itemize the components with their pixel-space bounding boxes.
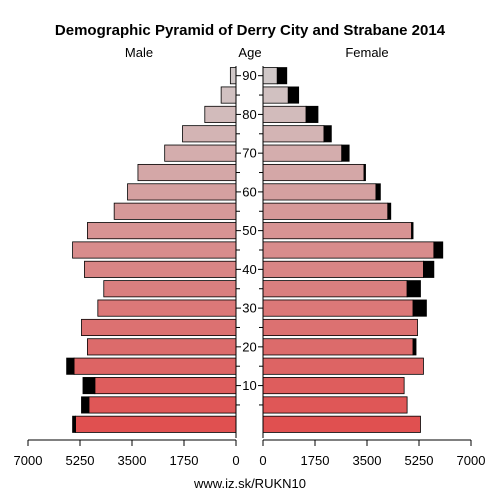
female-excess-60-64 [375,183,381,201]
age-tick-label-70: 70 [242,146,256,161]
age-tick-label-10: 10 [242,378,256,393]
female-excess-55-59 [387,202,392,220]
male-bar-10-14 [94,377,237,395]
female-excess-65-69 [363,163,366,182]
male-excess-15-19 [66,357,75,375]
male-bar-55-59 [113,202,237,220]
female-bar-15-19 [262,357,424,375]
female-bar-55-59 [262,202,389,220]
age-tick-label-60: 60 [242,184,256,199]
female-x-tick-label-7000: 7000 [457,453,486,468]
male-bar-30-34 [97,299,237,317]
female-excess-90+ [276,67,288,85]
female-bar-75-79 [262,125,325,143]
chart-title: Demographic Pyramid of Derry City and St… [55,22,446,39]
male-bar-20-24 [87,338,237,356]
male-x-tick-label-1750: 1750 [170,453,199,468]
age-tick-label-40: 40 [242,262,256,277]
male-bar-50-54 [87,222,237,240]
age-label: Age [238,45,261,60]
female-bar-90+ [262,67,278,85]
female-bar-80-84 [262,105,307,123]
female-excess-40-44 [423,260,435,278]
female-excess-85-89 [287,86,300,104]
male-bar-85-89 [220,86,237,104]
female-bar-60-64 [262,183,377,201]
female-bar-35-39 [262,280,408,298]
female-excess-80-84 [305,105,319,123]
male-bar-15-19 [73,357,237,375]
bars-group [66,67,444,433]
male-bar-5-9 [88,396,237,414]
male-bar-90+ [229,67,237,85]
age-tick-label-90: 90 [242,68,256,83]
male-label: Male [125,45,153,60]
female-excess-45-49 [433,241,444,259]
age-tick-label-20: 20 [242,339,256,354]
axes-group: 10 20 30 40 50 60 70 80 90 0 0 1750 1750 3500 3500 5250… [14,66,486,468]
female-bar-25-29 [262,318,418,337]
female-bar-45-49 [262,241,435,259]
female-bar-65-69 [262,163,365,182]
male-x-tick-label-7000: 7000 [14,453,43,468]
male-x-tick-label-5250: 5250 [66,453,95,468]
female-bar-5-9 [262,396,408,414]
female-bar-10-14 [262,377,405,395]
female-bar-70-74 [262,144,343,162]
male-bar-75-79 [182,125,237,143]
age-tick-label-80: 80 [242,107,256,122]
age-tick-label-50: 50 [242,223,256,238]
female-x-tick-label-5250: 5250 [405,453,434,468]
female-x-tick-label-3500: 3500 [353,453,382,468]
male-excess-5-9 [81,396,90,414]
male-bar-0-4 [75,415,237,433]
footer-url: www.iz.sk/RUKN10 [193,476,306,491]
female-bar-50-54 [262,222,412,240]
female-bar-30-34 [262,299,414,317]
female-x-tick-label-0: 0 [259,453,266,468]
male-bar-60-64 [127,183,237,201]
female-bar-85-89 [262,86,289,104]
male-excess-0-4 [72,415,76,433]
age-tick-label-30: 30 [242,301,256,316]
female-excess-30-34 [412,299,427,317]
male-bar-25-29 [81,318,237,337]
male-bar-65-69 [137,163,237,182]
male-x-tick-label-0: 0 [232,453,239,468]
female-excess-20-24 [412,338,417,356]
male-bar-35-39 [103,280,237,298]
male-bar-40-44 [84,260,237,278]
female-excess-70-74 [341,144,350,162]
male-bar-80-84 [204,105,237,123]
female-label: Female [345,45,388,60]
male-bar-70-74 [164,144,237,162]
female-excess-50-54 [411,222,414,240]
female-bar-20-24 [262,338,414,356]
male-bar-45-49 [72,241,237,259]
male-excess-10-14 [82,377,96,395]
female-x-tick-label-1750: 1750 [301,453,330,468]
male-x-tick-label-3500: 3500 [118,453,147,468]
female-bar-40-44 [262,260,424,278]
female-bar-0-4 [262,415,421,433]
female-excess-35-39 [406,280,421,298]
female-excess-75-79 [323,125,332,143]
